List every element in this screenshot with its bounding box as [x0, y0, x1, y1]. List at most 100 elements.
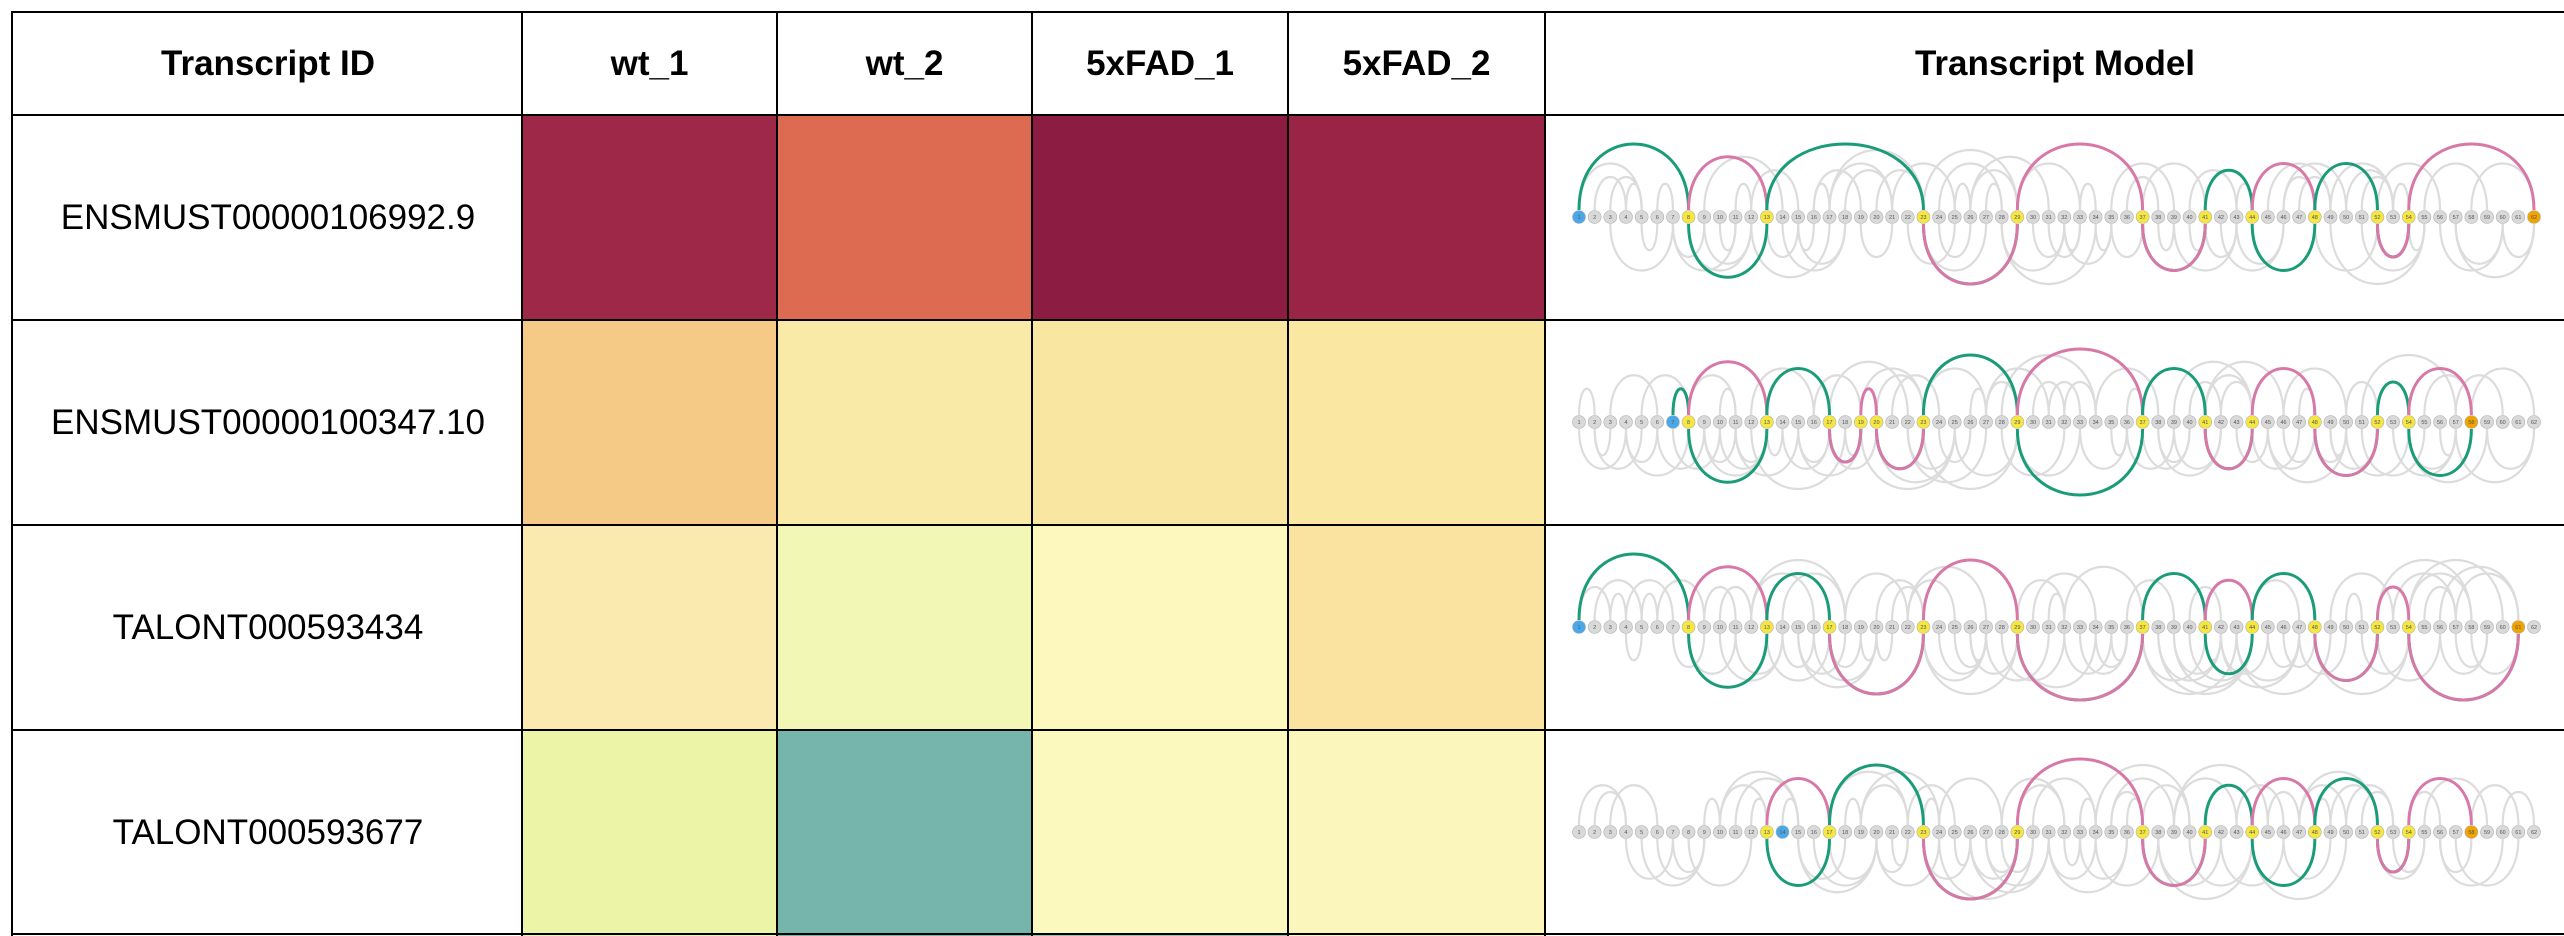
exon-node: [2120, 620, 2134, 634]
exon-node: [2026, 210, 2040, 224]
exon-node: [2151, 210, 2166, 224]
exon-number: 59: [2484, 830, 2490, 836]
splice-arc-gray: [1703, 797, 1722, 826]
exon-node: [2464, 415, 2479, 429]
splice-arc-green: [1671, 387, 1691, 416]
exon-number: 44: [2249, 625, 2255, 631]
splice-arc-gray: [2078, 182, 2097, 211]
exon-number: 48: [2312, 215, 2318, 221]
splice-arc-green: [2203, 633, 2254, 676]
exon-node: [2527, 825, 2541, 839]
splice-arc-gray: [2251, 838, 2348, 901]
exon-node: [1650, 415, 1665, 429]
exon-number: 2: [1593, 830, 1596, 836]
exon-node: [2198, 210, 2213, 224]
exon-node: [2370, 620, 2385, 634]
exon-node: [1713, 210, 1727, 224]
splice-arc-gray: [2031, 223, 2066, 258]
exon-node: [1666, 415, 1680, 429]
exon-node: [2261, 415, 2275, 429]
exon-number: 62: [2531, 215, 2537, 221]
exon-number: 21: [1889, 420, 1895, 426]
exon-node: [2323, 210, 2338, 224]
exon-number: 38: [2155, 215, 2161, 221]
splice-arc-gray: [2376, 223, 2410, 258]
splice-arc-gray: [1671, 838, 1706, 873]
exon-number: 42: [2218, 830, 2224, 836]
splice-arc-gray: [2376, 838, 2426, 880]
exon-number: 14: [1779, 625, 1785, 631]
exon-node: [1744, 210, 1759, 224]
splice-arc-gray: [1859, 770, 1941, 826]
exon-node: [2308, 825, 2322, 839]
exon-number: 47: [2296, 830, 2302, 836]
exon-number: 52: [2374, 625, 2380, 631]
splice-arc-gray: [2376, 633, 2442, 682]
exon-number: 12: [1748, 420, 1754, 426]
exon-number: 16: [1811, 625, 1817, 631]
exon-node: [1713, 825, 1727, 839]
exon-node: [1744, 620, 1759, 634]
exon-node: [2229, 825, 2244, 839]
splice-arc-gray: [1703, 586, 1737, 621]
exon-number: 14: [1779, 215, 1785, 221]
splice-arc-pink: [1921, 838, 2019, 901]
exon-number: 61: [2515, 625, 2521, 631]
header-wt-2: wt_2: [865, 43, 944, 83]
exon-node: [2386, 825, 2400, 839]
exon-node: [1775, 825, 1790, 839]
splice-arc-gray: [2031, 572, 2097, 621]
exon-number: 58: [2468, 420, 2474, 426]
exon-node: [1603, 825, 1618, 839]
exon-node: [2495, 210, 2510, 224]
exon-node: [2511, 620, 2526, 634]
exon-number: 62: [2531, 420, 2537, 426]
splice-arc-gray: [2360, 633, 2410, 675]
transcript-model: 1 2 3 4 5 6 7 8 9 10 11 12 13 14 15 16 17 18 19 20 21 22 23 24 2…: [1572, 552, 2541, 702]
exon-number: 35: [2108, 215, 2114, 221]
exon-number: 14: [1779, 830, 1785, 836]
splice-arc-gray: [2125, 428, 2176, 470]
heatmap-cell: [1032, 115, 1288, 320]
exon-node: [2245, 210, 2259, 224]
exon-number: 4: [1624, 215, 1627, 221]
exon-node: [2120, 210, 2134, 224]
splice-arc-gray: [1797, 223, 1847, 265]
splice-arc-gray: [2360, 428, 2426, 477]
exon-number: 31: [2046, 420, 2052, 426]
splice-arc-gray: [1609, 784, 1659, 826]
exon-node: [1838, 825, 1852, 839]
exon-node: [1932, 825, 1946, 839]
exon-node: [1807, 210, 1821, 224]
splice-arc-gray: [2204, 223, 2238, 258]
exon-number: 1: [1577, 215, 1580, 221]
exon-number: 3: [1609, 215, 1612, 221]
splice-arc-gray: [1891, 838, 1909, 867]
splice-arc-gray: [2000, 428, 2066, 477]
exon-number: 35: [2108, 420, 2114, 426]
splice-arc-gray: [1624, 579, 1675, 621]
exon-number: 32: [2061, 215, 2067, 221]
exon-number: 35: [2108, 625, 2114, 631]
exon-number: 39: [2171, 830, 2177, 836]
exon-node: [1963, 620, 1978, 634]
transcript-model: 1 2 3 4 5 6 7 8 9 10 11 12 13 14 15 16 17 18 19 20 21 22 23 24 2…: [1572, 142, 2541, 286]
header-transcript-id: Transcript ID: [161, 43, 375, 83]
grid-line-vertical: [11, 11, 13, 936]
splice-arc-gray: [2282, 367, 2348, 416]
splice-arc-gray: [1624, 838, 1675, 880]
heatmap-cell: [777, 525, 1032, 730]
exon-number: 37: [2140, 215, 2146, 221]
exon-number: 60: [2500, 625, 2506, 631]
exon-node: [2057, 210, 2072, 224]
splice-arc-gray: [1844, 797, 1862, 826]
exon-node: [2041, 415, 2056, 429]
exon-number: 55: [2421, 215, 2427, 221]
exon-node: [1775, 415, 1790, 429]
splice-arc-gray: [2423, 777, 2489, 826]
splice-arc-green: [1827, 763, 1925, 826]
splice-arc-pink: [2407, 142, 2536, 211]
exon-number: 22: [1905, 625, 1911, 631]
exon-node: [2245, 415, 2259, 429]
